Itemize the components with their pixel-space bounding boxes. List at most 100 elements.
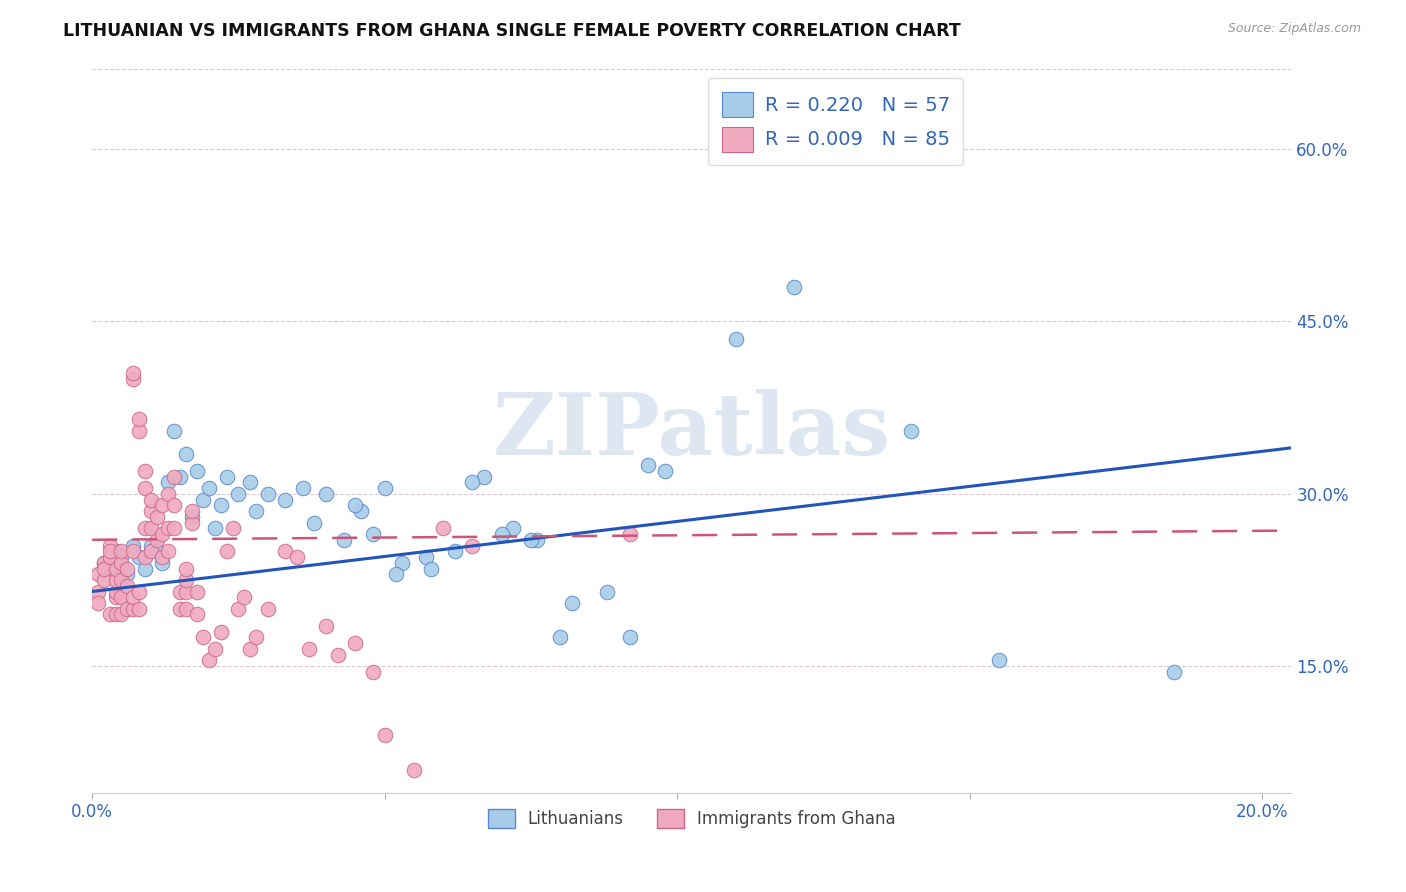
Point [619, 527, 641, 541]
Point [228, 601, 250, 615]
Point [104, 607, 127, 622]
Point [315, 619, 337, 633]
Point [502, 521, 524, 535]
Point [93, 556, 115, 570]
Point [98, 544, 121, 558]
Point [150, 527, 173, 541]
Point [228, 487, 250, 501]
Point [163, 424, 186, 438]
Point [256, 601, 278, 615]
Point [315, 487, 337, 501]
Point [374, 728, 396, 742]
Point [134, 521, 156, 535]
Point [163, 498, 186, 512]
Point [117, 579, 139, 593]
Point [117, 567, 139, 582]
Point [117, 561, 139, 575]
Point [122, 601, 145, 615]
Point [724, 332, 747, 346]
Point [174, 601, 197, 615]
Point [198, 481, 221, 495]
Point [134, 549, 156, 564]
Point [326, 648, 349, 662]
Point [1163, 665, 1185, 679]
Point [150, 556, 173, 570]
Point [245, 504, 267, 518]
Point [193, 631, 215, 645]
Point [204, 642, 226, 657]
Point [461, 539, 484, 553]
Point [374, 481, 396, 495]
Point [93, 556, 115, 570]
Point [783, 280, 806, 294]
Point [444, 544, 467, 558]
Point [104, 561, 127, 575]
Point [204, 521, 226, 535]
Point [174, 573, 197, 587]
Legend: Lithuanians, Immigrants from Ghana: Lithuanians, Immigrants from Ghana [481, 803, 903, 835]
Point [900, 424, 922, 438]
Point [110, 556, 132, 570]
Text: Source: ZipAtlas.com: Source: ZipAtlas.com [1227, 22, 1361, 36]
Point [128, 424, 150, 438]
Point [637, 458, 659, 472]
Point [215, 469, 238, 483]
Point [104, 544, 127, 558]
Point [98, 607, 121, 622]
Point [391, 556, 413, 570]
Point [87, 567, 110, 582]
Point [128, 549, 150, 564]
Point [361, 527, 384, 541]
Point [104, 591, 127, 605]
Point [215, 544, 238, 558]
Point [128, 601, 150, 615]
Point [122, 591, 145, 605]
Point [548, 631, 571, 645]
Point [110, 573, 132, 587]
Point [256, 487, 278, 501]
Point [186, 584, 208, 599]
Point [93, 561, 115, 575]
Point [350, 504, 373, 518]
Point [298, 642, 321, 657]
Point [619, 631, 641, 645]
Point [157, 487, 180, 501]
Point [122, 539, 145, 553]
Point [163, 521, 186, 535]
Point [209, 498, 232, 512]
Point [209, 624, 232, 639]
Point [117, 601, 139, 615]
Point [233, 591, 256, 605]
Point [104, 573, 127, 587]
Point [134, 481, 156, 495]
Point [186, 464, 208, 478]
Point [128, 584, 150, 599]
Point [987, 653, 1010, 667]
Point [169, 601, 191, 615]
Point [98, 539, 121, 553]
Point [98, 549, 121, 564]
Point [415, 549, 437, 564]
Point [526, 533, 548, 547]
Point [145, 533, 167, 547]
Point [180, 516, 202, 530]
Point [239, 475, 262, 490]
Point [134, 464, 156, 478]
Point [134, 561, 156, 575]
Point [344, 636, 367, 650]
Point [520, 533, 543, 547]
Point [145, 509, 167, 524]
Point [150, 498, 173, 512]
Point [139, 544, 162, 558]
Point [239, 642, 262, 657]
Point [87, 584, 110, 599]
Point [221, 521, 243, 535]
Point [193, 492, 215, 507]
Point [654, 464, 676, 478]
Point [596, 584, 619, 599]
Point [110, 549, 132, 564]
Point [122, 366, 145, 380]
Point [163, 469, 186, 483]
Point [491, 527, 513, 541]
Point [169, 584, 191, 599]
